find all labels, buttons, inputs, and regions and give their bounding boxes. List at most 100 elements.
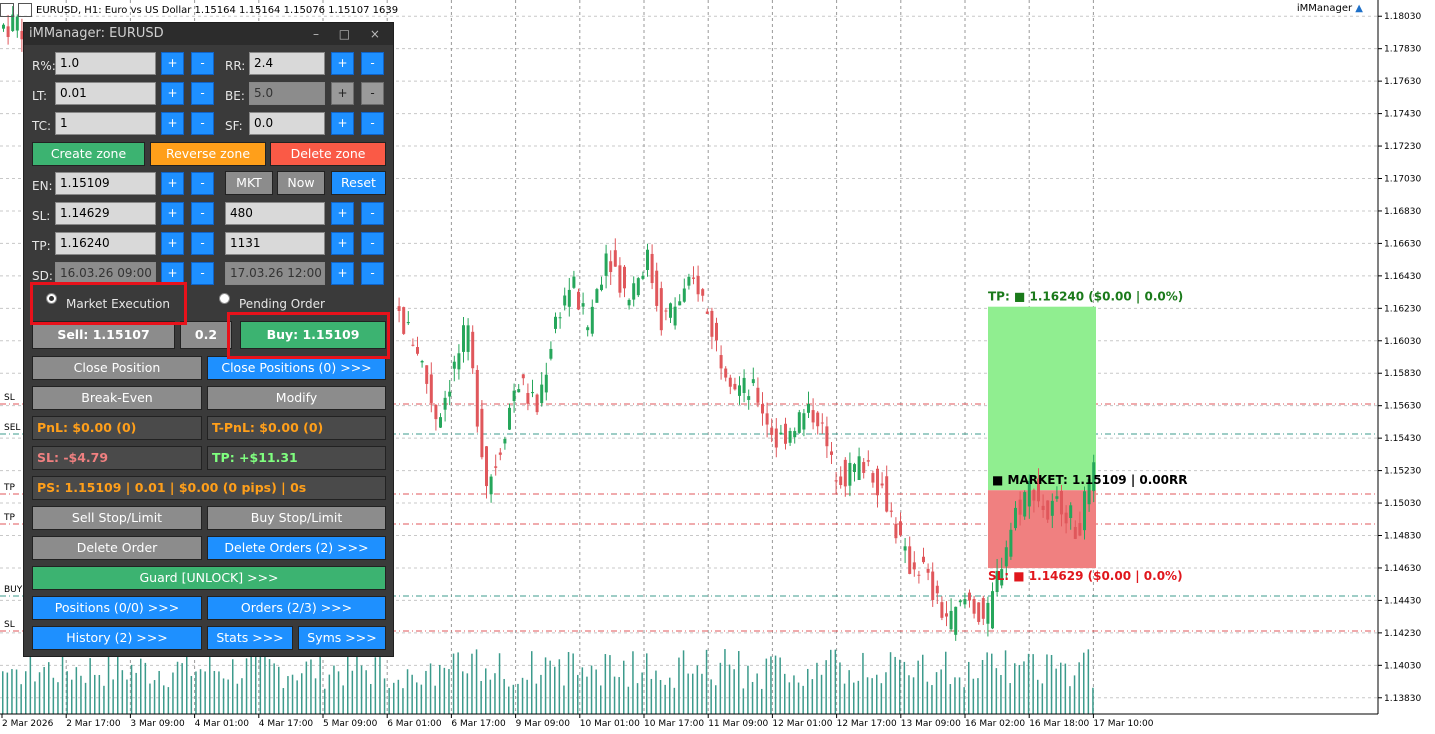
- candle-body: [949, 610, 953, 630]
- end-date-minus-button[interactable]: -: [361, 262, 384, 285]
- close-positions-button[interactable]: Close Positions (0) >>>: [207, 356, 386, 380]
- now-button[interactable]: Now: [277, 171, 325, 195]
- delete-zone-button[interactable]: Delete zone: [270, 142, 386, 166]
- lot-size-display[interactable]: 0.2: [180, 321, 232, 349]
- candle-body: [715, 322, 718, 341]
- stop-loss-points-minus-button[interactable]: -: [361, 202, 384, 225]
- mkt-button[interactable]: MKT: [225, 171, 273, 195]
- guard-button[interactable]: Guard [UNLOCK] >>>: [32, 566, 386, 590]
- safety-factor-label: SF:: [225, 119, 243, 133]
- lot-minus-button[interactable]: -: [191, 82, 214, 105]
- take-profit-points-minus-button[interactable]: -: [361, 232, 384, 255]
- candle-body: [834, 480, 838, 482]
- sell-stop-limit-button[interactable]: Sell Stop/Limit: [32, 506, 202, 530]
- risk-percent-minus-button[interactable]: -: [191, 52, 214, 75]
- entry-minus-button[interactable]: -: [191, 172, 214, 195]
- pending-order-radio[interactable]: [219, 293, 230, 304]
- time-axis: 2 Mar 2026 2 Mar 17:00 3 Mar 09:00 4 Mar 01…: [0, 713, 1378, 729]
- take-profit-input[interactable]: 1.16240: [55, 232, 156, 255]
- pending-order-label[interactable]: Pending Order: [239, 297, 325, 311]
- candle-body: [866, 460, 870, 462]
- stop-loss-plus-button[interactable]: +: [161, 202, 184, 225]
- candle-body: [779, 432, 783, 435]
- volume-bar: [213, 670, 216, 714]
- orders-button[interactable]: Orders (2/3) >>>: [207, 596, 386, 620]
- volume-bar: [172, 672, 174, 714]
- modify-button[interactable]: Modify: [207, 386, 386, 410]
- market-execution-radio[interactable]: [46, 293, 57, 304]
- entry-input[interactable]: 1.15109: [55, 172, 156, 195]
- take-profit-points-input[interactable]: 1131: [225, 232, 325, 255]
- safety-factor-input[interactable]: 0.0: [249, 112, 325, 135]
- positions-button[interactable]: Positions (0/0) >>>: [32, 596, 202, 620]
- safety-factor-minus-button[interactable]: -: [361, 112, 384, 135]
- syms-button[interactable]: Syms >>>: [298, 626, 386, 650]
- buy-button[interactable]: Buy: 1.15109: [240, 321, 386, 349]
- delete-order-button[interactable]: Delete Order: [32, 536, 202, 560]
- menu-icon[interactable]: [0, 3, 14, 17]
- market-execution-label[interactable]: Market Execution: [66, 297, 170, 311]
- trade-count-minus-button[interactable]: -: [191, 112, 214, 135]
- candle-body: [1018, 499, 1022, 515]
- lot-plus-button[interactable]: +: [161, 82, 184, 105]
- volume-bar: [963, 687, 965, 714]
- stop-loss-points-input[interactable]: 480: [225, 202, 325, 225]
- history-button[interactable]: History (2) >>>: [32, 626, 202, 650]
- trade-count-input[interactable]: 1: [55, 112, 156, 135]
- volume-bar: [80, 675, 82, 714]
- volume-bar: [968, 661, 970, 714]
- trade-count-plus-button[interactable]: +: [161, 112, 184, 135]
- volume-bar: [738, 651, 740, 714]
- panel-titlebar[interactable]: iMManager: EURUSD – □ ×: [24, 23, 393, 45]
- rr-input[interactable]: 2.4: [249, 52, 325, 75]
- end-date-plus-button[interactable]: +: [331, 262, 354, 285]
- volume-bar: [899, 659, 901, 714]
- rr-plus-button[interactable]: +: [331, 52, 354, 75]
- take-profit-points-plus-button[interactable]: +: [331, 232, 354, 255]
- entry-plus-button[interactable]: +: [161, 172, 184, 195]
- break-even-button[interactable]: Break-Even: [32, 386, 202, 410]
- panel-window-buttons[interactable]: – □ ×: [312, 27, 388, 41]
- end-date-input[interactable]: 17.03.26 12:00: [225, 262, 325, 285]
- lot-input[interactable]: 0.01: [55, 82, 156, 105]
- close-position-button[interactable]: Close Position: [32, 356, 202, 380]
- candle-body: [1087, 478, 1091, 505]
- break-even-minus-button[interactable]: -: [361, 82, 384, 105]
- stats-button[interactable]: Stats >>>: [207, 626, 293, 650]
- safety-factor-plus-button[interactable]: +: [331, 112, 354, 135]
- candle-body: [581, 303, 585, 307]
- break-even-plus-button[interactable]: +: [331, 82, 354, 105]
- risk-percent-input[interactable]: 1.0: [55, 52, 156, 75]
- volume-bar: [347, 649, 349, 714]
- candle-body: [1073, 526, 1077, 539]
- volume-bar: [669, 677, 671, 714]
- start-date-minus-button[interactable]: -: [191, 262, 214, 285]
- candle-body: [521, 374, 525, 379]
- volume-bar: [485, 668, 487, 714]
- delete-orders-button[interactable]: Delete Orders (2) >>>: [207, 536, 386, 560]
- buy-stop-limit-button[interactable]: Buy Stop/Limit: [207, 506, 386, 530]
- stop-loss-minus-button[interactable]: -: [191, 202, 214, 225]
- risk-percent-plus-button[interactable]: +: [161, 52, 184, 75]
- reset-button[interactable]: Reset: [331, 171, 386, 195]
- candle-body: [820, 422, 824, 424]
- rr-minus-button[interactable]: -: [361, 52, 384, 75]
- reverse-zone-button[interactable]: Reverse zone: [150, 142, 266, 166]
- start-date-input[interactable]: 16.03.26 09:00: [55, 262, 156, 285]
- volume-bar: [310, 659, 312, 714]
- create-zone-button[interactable]: Create zone: [32, 142, 145, 166]
- stop-loss-points-plus-button[interactable]: +: [331, 202, 354, 225]
- volume-bar: [167, 687, 170, 714]
- volume-bar: [15, 669, 18, 714]
- take-profit-zone-label: TP: ■ 1.16240 ($0.00 | 0.0%): [988, 290, 1183, 304]
- stop-loss-input[interactable]: 1.14629: [55, 202, 156, 225]
- take-profit-minus-button[interactable]: -: [191, 232, 214, 255]
- take-profit-plus-button[interactable]: +: [161, 232, 184, 255]
- candle-body: [563, 295, 567, 306]
- volume-bar: [581, 667, 584, 714]
- break-even-input[interactable]: 5.0: [249, 82, 325, 105]
- sell-button[interactable]: Sell: 1.15107: [32, 321, 175, 349]
- volume-bar: [577, 674, 579, 714]
- volume-bar: [379, 653, 381, 714]
